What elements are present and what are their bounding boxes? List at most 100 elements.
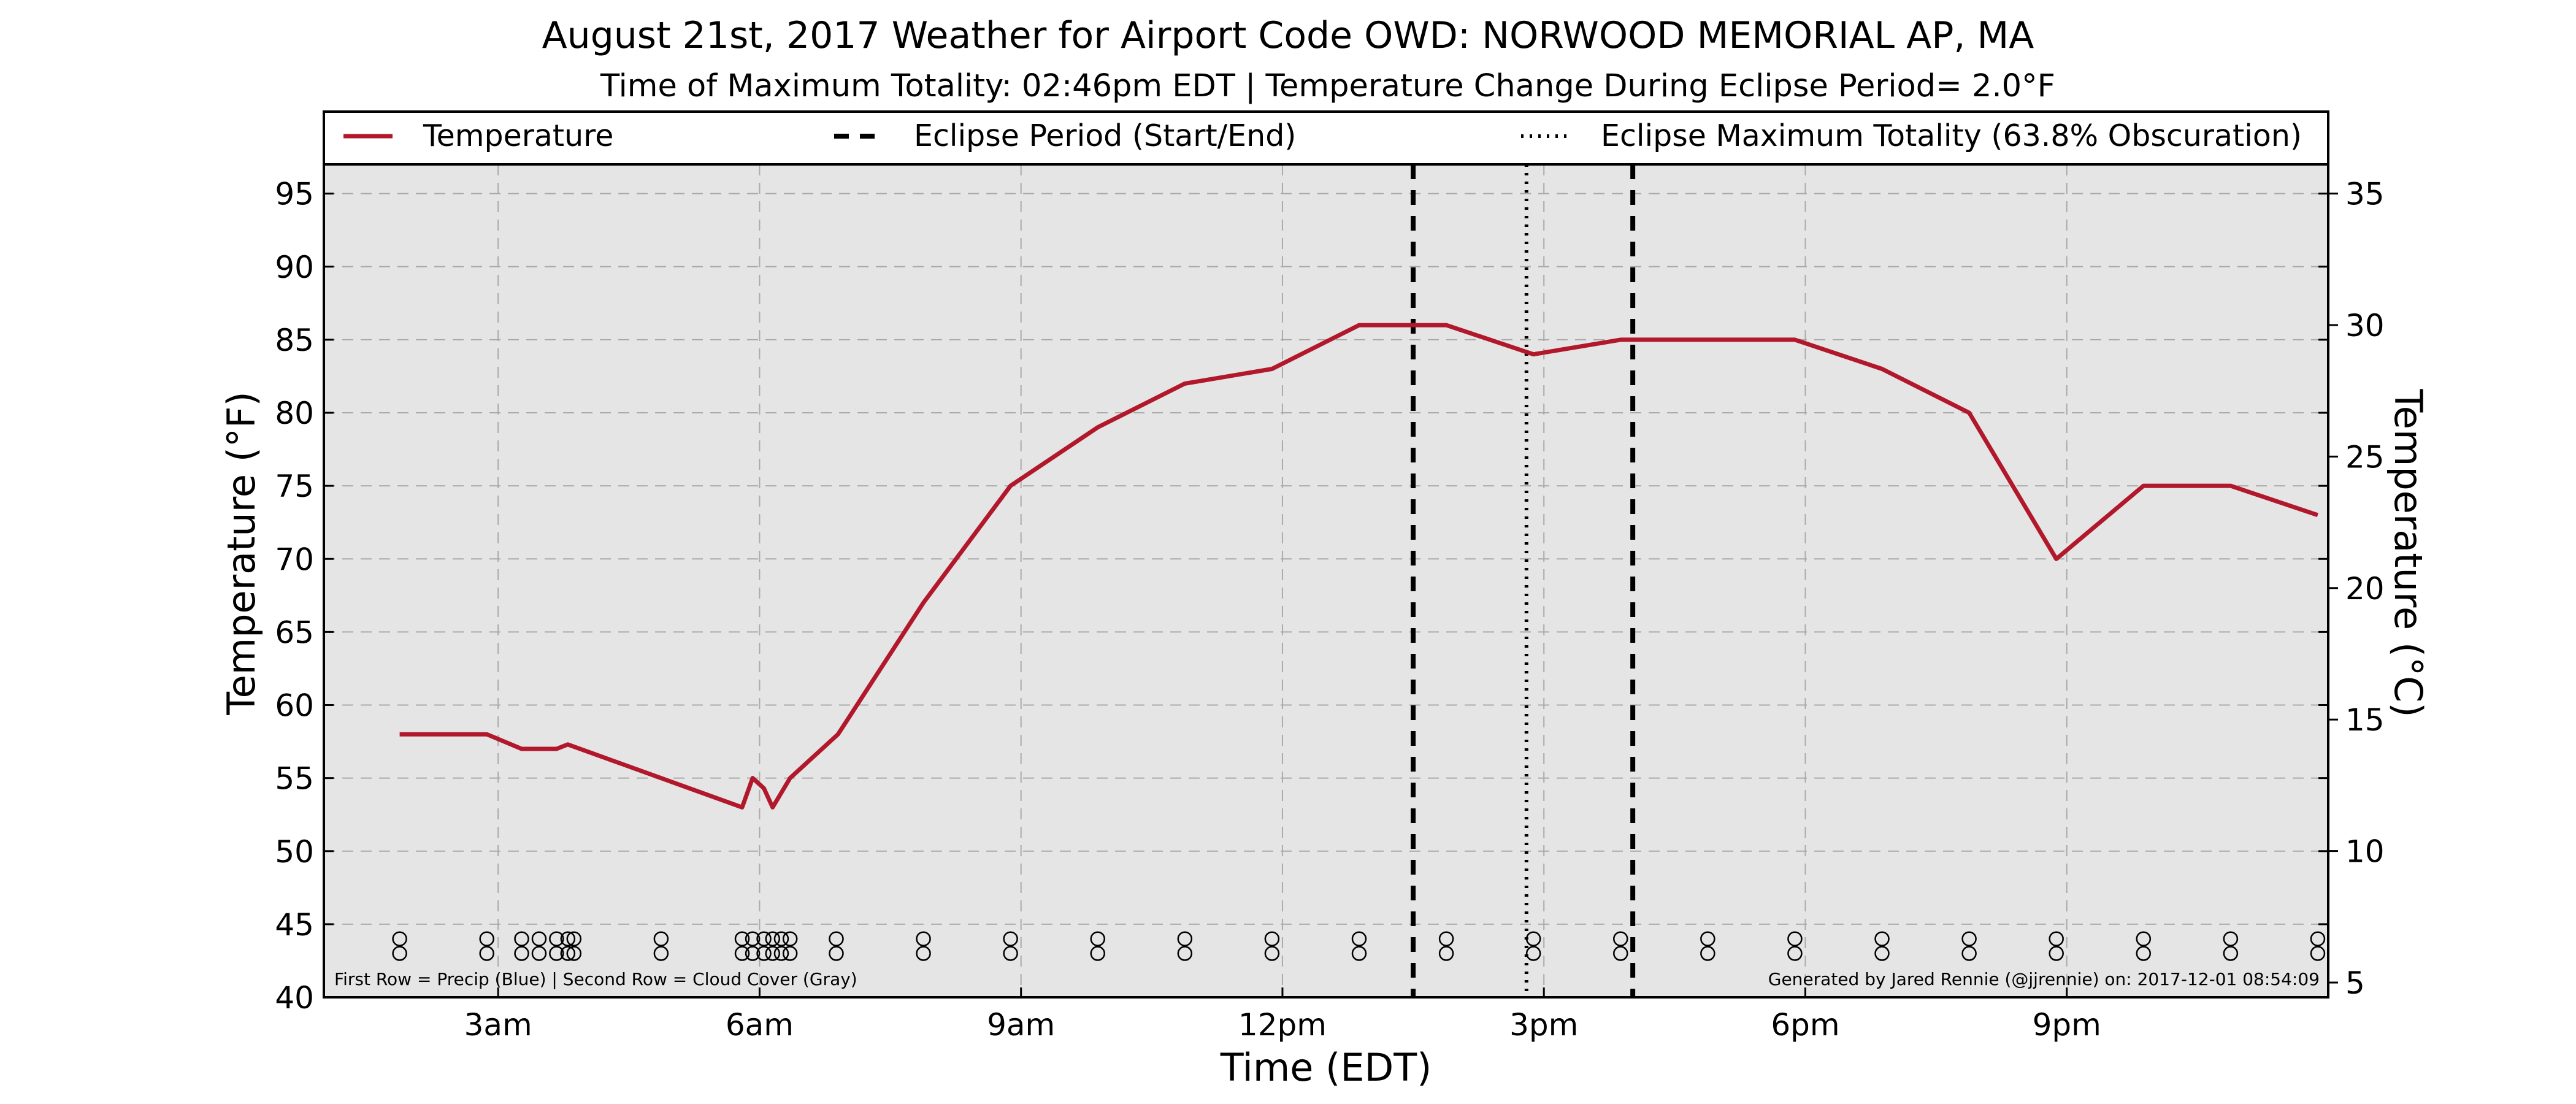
observation-markers bbox=[392, 931, 2326, 961]
cloud-cover-marker bbox=[782, 946, 798, 961]
x-tick-label: 6pm bbox=[1771, 1007, 1839, 1043]
y-tick-label: 85 bbox=[275, 323, 314, 358]
cloud-cover-marker bbox=[1264, 946, 1280, 961]
precip-marker bbox=[1264, 931, 1280, 946]
cloud-cover-marker bbox=[479, 946, 494, 961]
temperature-series bbox=[399, 323, 2319, 810]
cloud-cover-marker bbox=[1700, 946, 1715, 961]
cloud-cover-marker bbox=[2136, 946, 2152, 961]
legend-label-eclipse-max: Eclipse Maximum Totality (63.8% Obscurat… bbox=[1601, 118, 2302, 153]
precip-marker bbox=[479, 931, 494, 946]
plot-frame bbox=[323, 110, 2329, 999]
y-right-tick-label: 35 bbox=[2345, 177, 2385, 212]
cloud-cover-marker bbox=[773, 946, 789, 961]
y-tick-label: 65 bbox=[275, 615, 314, 650]
precip-marker bbox=[514, 931, 529, 946]
y-right-tick-label: 10 bbox=[2345, 834, 2385, 870]
y-axis-left: 40 45 50 55 60 65 70 75 80 85 90 95 bbox=[275, 177, 2328, 1016]
y-right-tick-label: 30 bbox=[2345, 308, 2385, 343]
y-tick-label: 80 bbox=[275, 396, 314, 431]
temperature-line bbox=[399, 323, 2319, 810]
precip-marker bbox=[560, 931, 576, 946]
y-axis-label-right: Temperature (°C) bbox=[2386, 388, 2431, 717]
y-right-tick-label: 20 bbox=[2345, 571, 2385, 607]
y-right-tick-label: 5 bbox=[2345, 965, 2365, 1001]
cloud-cover-marker bbox=[1874, 946, 1890, 961]
cloud-cover-marker bbox=[1961, 946, 1977, 961]
precip-marker bbox=[829, 931, 844, 946]
legend: Temperature Eclipse Period (Start/End) E… bbox=[324, 118, 2328, 166]
precip-marker bbox=[1874, 931, 1890, 946]
cloud-cover-marker bbox=[1090, 946, 1105, 961]
precip-marker bbox=[531, 931, 547, 946]
cloud-cover-marker bbox=[1525, 946, 1541, 961]
cloud-cover-marker bbox=[2310, 946, 2326, 961]
y-right-tick-label: 25 bbox=[2345, 439, 2385, 475]
precip-marker bbox=[549, 931, 564, 946]
x-tick-label: 3am bbox=[464, 1007, 532, 1043]
precip-marker bbox=[1177, 931, 1193, 946]
cloud-cover-marker bbox=[2049, 946, 2064, 961]
y-axis-label-left: Temperature (°F) bbox=[219, 391, 264, 715]
chart-title: August 21st, 2017 Weather for Airport Co… bbox=[542, 14, 2034, 57]
precip-marker bbox=[1961, 931, 1977, 946]
precip-marker bbox=[2136, 931, 2152, 946]
eclipse-lines bbox=[1411, 164, 1636, 997]
cloud-cover-marker bbox=[1351, 946, 1367, 961]
precip-marker bbox=[1438, 931, 1454, 946]
y-tick-label: 90 bbox=[275, 250, 314, 285]
x-axis-label: Time (EDT) bbox=[1220, 1045, 1432, 1090]
grid-lines bbox=[324, 164, 2328, 997]
y-tick-label: 40 bbox=[275, 980, 314, 1016]
precip-marker bbox=[1351, 931, 1367, 946]
precip-marker bbox=[1525, 931, 1541, 946]
y-tick-label: 70 bbox=[275, 542, 314, 577]
cloud-cover-marker bbox=[765, 946, 780, 961]
cloud-cover-marker bbox=[549, 946, 564, 961]
x-tick-label: 12pm bbox=[1238, 1007, 1327, 1043]
y-right-tick-label: 15 bbox=[2345, 702, 2385, 738]
precip-marker bbox=[1700, 931, 1715, 946]
precip-marker bbox=[1787, 931, 1803, 946]
cloud-cover-marker bbox=[1177, 946, 1193, 961]
x-tick-label: 9pm bbox=[2033, 1007, 2101, 1043]
cloud-cover-marker bbox=[2223, 946, 2239, 961]
cloud-cover-marker bbox=[745, 946, 761, 961]
cloud-cover-marker bbox=[560, 946, 576, 961]
legend-label-temperature: Temperature bbox=[423, 118, 613, 153]
precip-marker bbox=[756, 931, 772, 946]
precip-marker bbox=[2310, 931, 2326, 946]
precip-marker bbox=[773, 931, 789, 946]
plot-area bbox=[324, 164, 2328, 997]
precip-marker bbox=[765, 931, 780, 946]
x-tick-label: 6am bbox=[726, 1007, 794, 1043]
precip-marker bbox=[1003, 931, 1018, 946]
cloud-cover-marker bbox=[1438, 946, 1454, 961]
precip-marker bbox=[2049, 931, 2064, 946]
cloud-cover-marker bbox=[392, 946, 407, 961]
y-tick-label: 75 bbox=[275, 469, 314, 504]
y-tick-label: 60 bbox=[275, 688, 314, 724]
x-tick-label: 3pm bbox=[1509, 1007, 1578, 1043]
x-axis: 3am 6am 9am 12pm 3pm 6pm 9pm bbox=[464, 987, 2101, 1043]
precip-marker bbox=[734, 931, 750, 946]
cloud-cover-marker bbox=[734, 946, 750, 961]
y-tick-label: 95 bbox=[275, 177, 314, 212]
y-tick-label: 45 bbox=[275, 907, 314, 943]
precip-marker bbox=[566, 931, 582, 946]
precip-marker bbox=[1090, 931, 1105, 946]
cloud-cover-marker bbox=[829, 946, 844, 961]
precip-marker bbox=[782, 931, 798, 946]
chart-subtitle: Time of Maximum Totality: 02:46pm EDT | … bbox=[600, 68, 2055, 104]
cloud-cover-marker bbox=[514, 946, 529, 961]
x-tick-label: 9am bbox=[987, 1007, 1055, 1043]
precip-marker bbox=[1613, 931, 1628, 946]
cloud-cover-marker bbox=[756, 946, 772, 961]
cloud-cover-marker bbox=[1787, 946, 1803, 961]
y-tick-label: 55 bbox=[275, 761, 314, 797]
cloud-cover-marker bbox=[566, 946, 582, 961]
y-tick-label: 50 bbox=[275, 834, 314, 870]
cloud-cover-marker bbox=[1003, 946, 1018, 961]
